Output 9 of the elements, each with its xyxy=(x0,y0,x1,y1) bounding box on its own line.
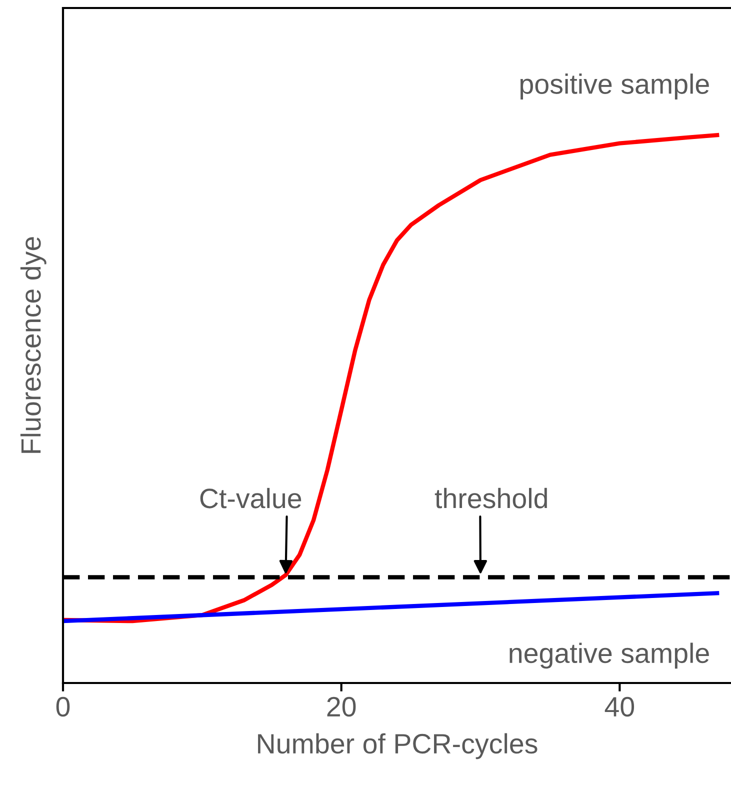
y-axis-title: Fluorescence dye xyxy=(20,237,46,453)
annotation: Ct-value xyxy=(200,488,302,508)
x-tick-label: 20 xyxy=(327,696,356,717)
annotation: threshold xyxy=(434,488,547,508)
x-axis-title: Number of PCR-cycles xyxy=(258,733,538,760)
series-label: positive sample xyxy=(520,74,709,100)
series-label: negative sample xyxy=(510,642,709,669)
x-tick-label: 0 xyxy=(56,696,70,717)
x-tick-label: 40 xyxy=(604,696,634,717)
